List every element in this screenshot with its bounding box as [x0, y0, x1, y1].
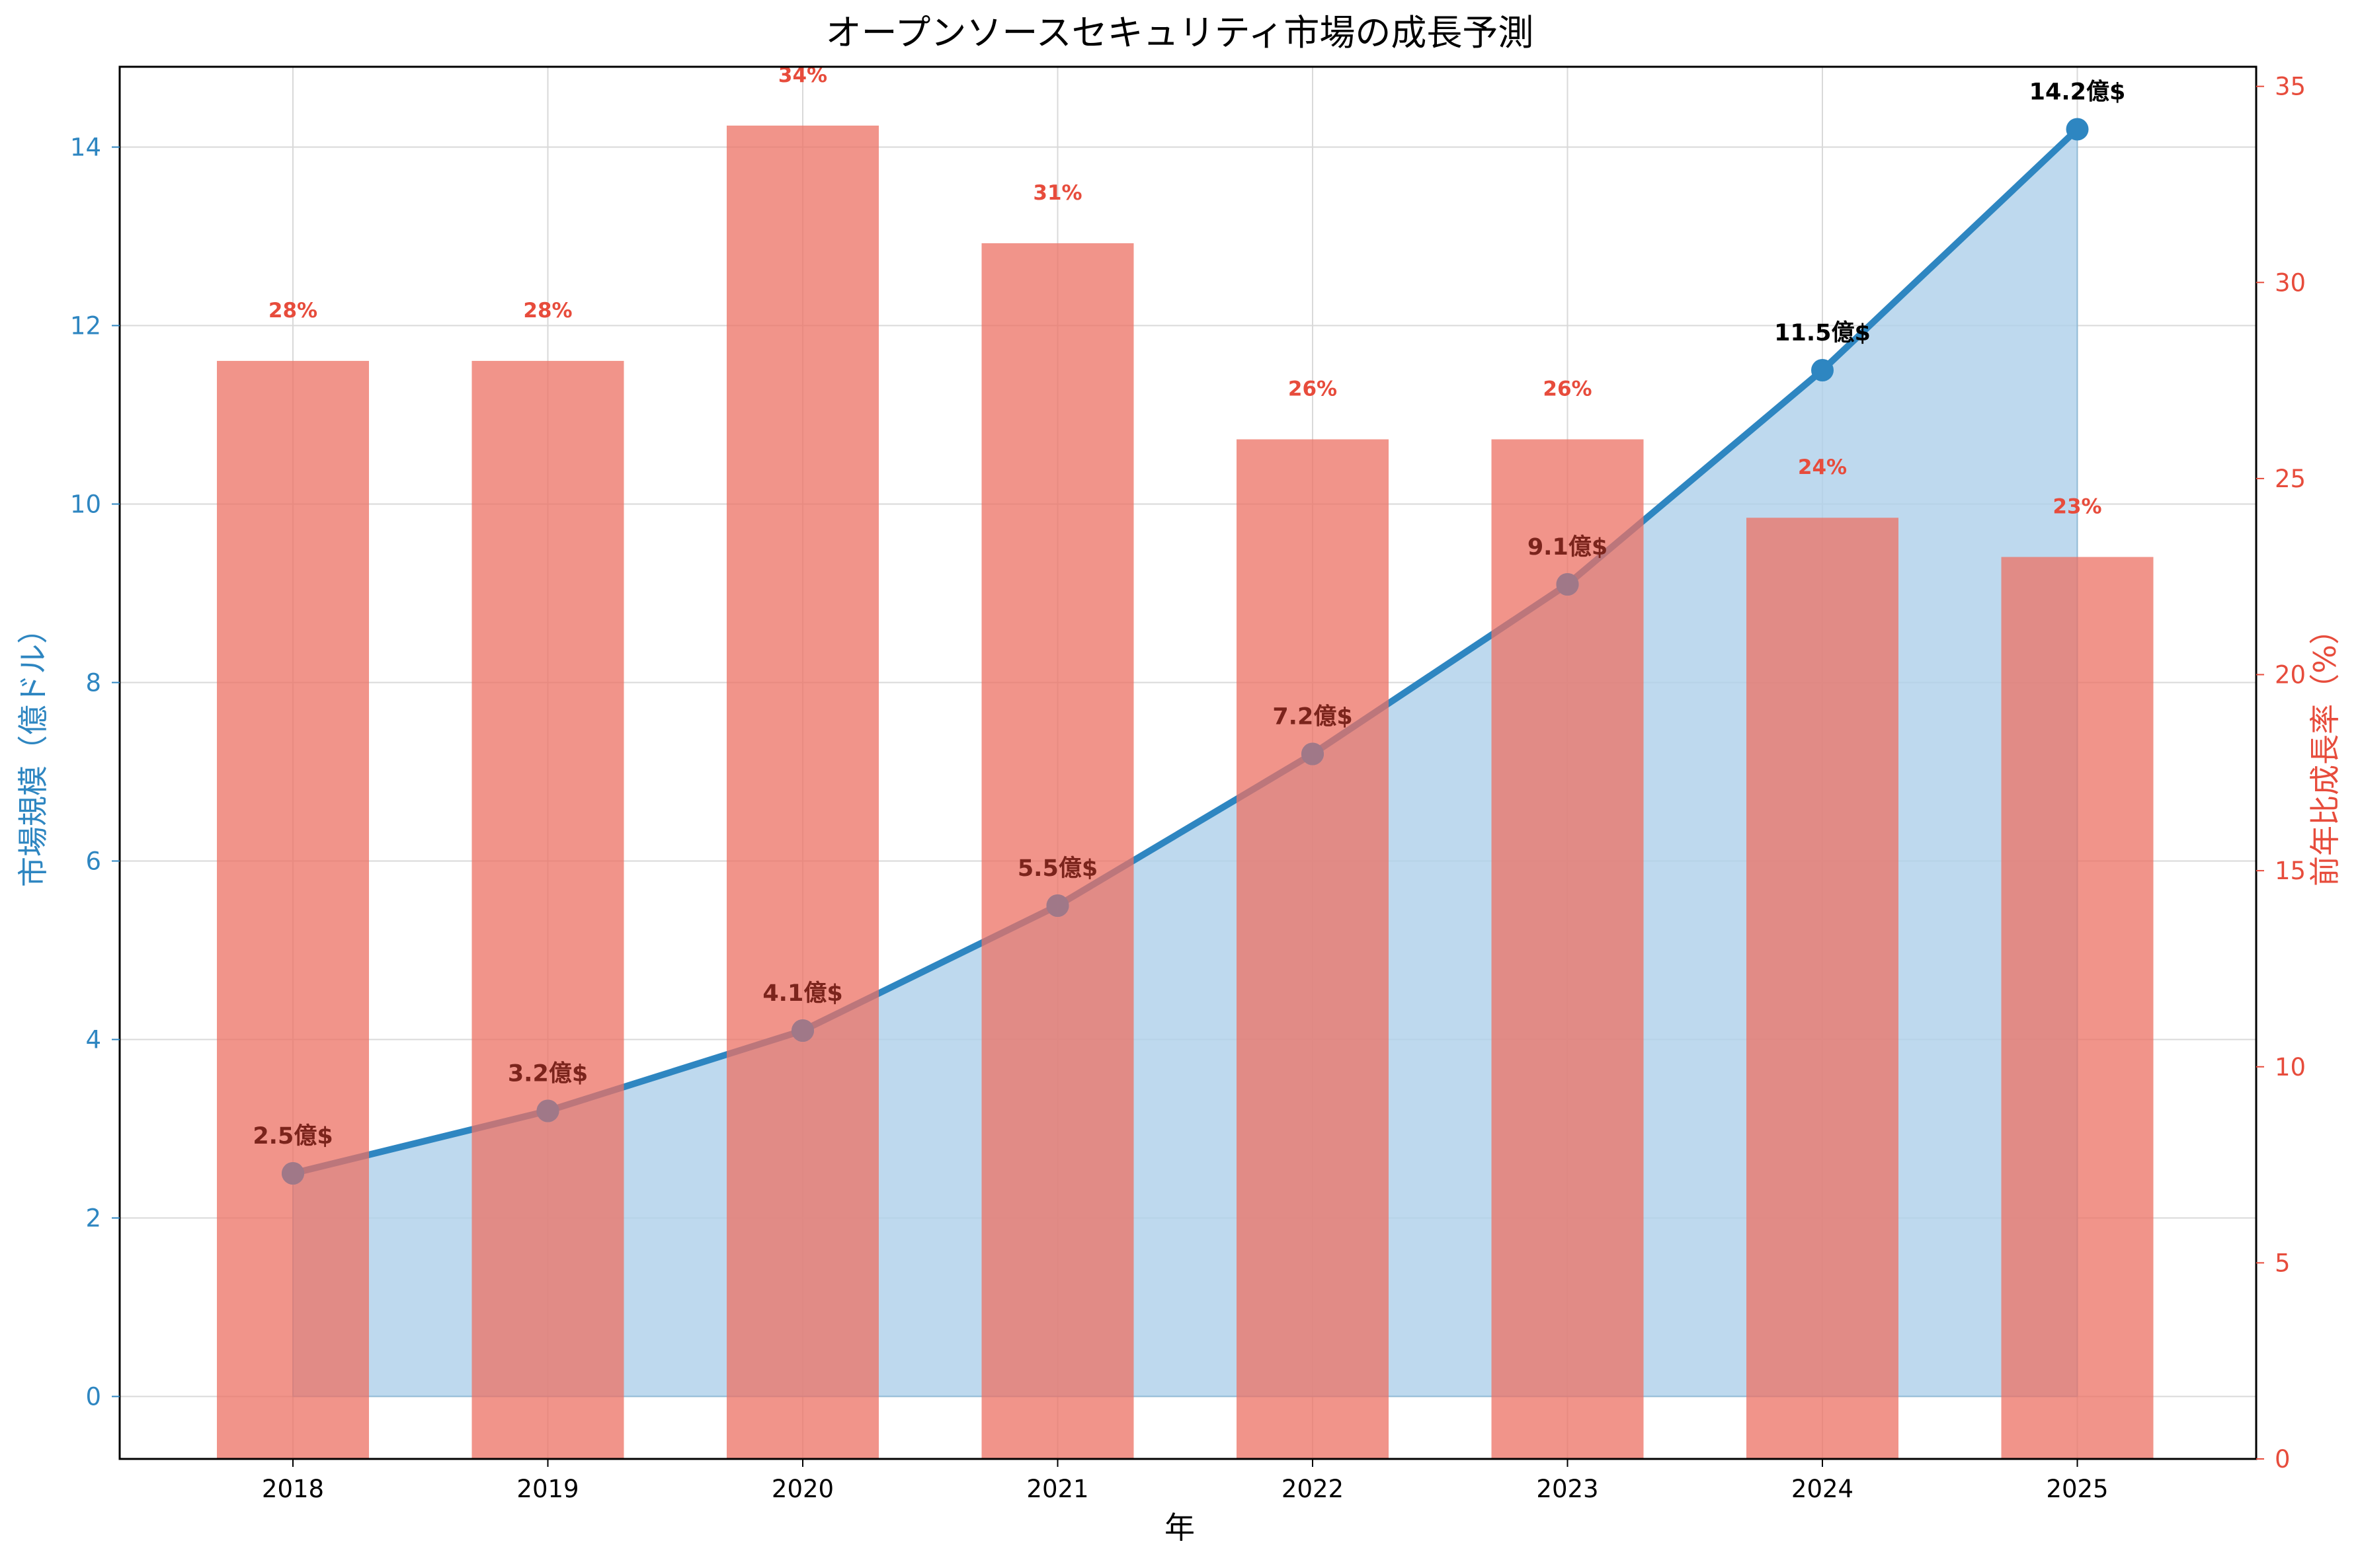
y-left-tick-label: 14 [70, 134, 101, 162]
y-left-tick-label: 12 [70, 312, 101, 340]
growth-rate-label: 24% [1798, 455, 1847, 479]
market-size-label: 4.1億$ [762, 980, 842, 1007]
y-right-tick-label: 10 [2275, 1053, 2306, 1081]
x-tick-label: 2021 [1026, 1475, 1088, 1503]
market-size-label: 3.2億$ [508, 1061, 588, 1087]
x-tick-label: 2025 [2046, 1475, 2108, 1503]
market-point-tint [792, 1019, 814, 1042]
market-point-tint [536, 1099, 559, 1122]
y-axis-right-title: 前年比成長率（%） [2307, 614, 2343, 886]
x-axis-title: 年 [1164, 1510, 1195, 1546]
y-right-tick-label: 25 [2275, 465, 2306, 493]
market-size-label: 11.5億$ [1774, 320, 1871, 346]
growth-bar-2018 [217, 360, 369, 1459]
y-right-tick-label: 30 [2275, 268, 2306, 297]
growth-bar-2022 [1237, 439, 1389, 1460]
market-point-2025 [2066, 118, 2089, 141]
market-size-label: 5.5億$ [1018, 855, 1098, 882]
market-point-tint [1556, 573, 1579, 596]
x-tick-label: 2023 [1536, 1475, 1598, 1503]
market-size-label: 7.2億$ [1272, 704, 1352, 730]
growth-rate-bars [217, 125, 2154, 1460]
market-point-tint [1301, 742, 1324, 765]
y-right-tick-label: 15 [2275, 857, 2306, 885]
growth-rate-label: 31% [1033, 181, 1082, 205]
axes: 2018 2019 2020 2021 2022 2023 2024 202502468101… [70, 73, 2306, 1503]
x-tick-label: 2018 [262, 1475, 324, 1503]
market-point-2024 [1811, 359, 1834, 381]
growth-rate-label: 23% [2053, 495, 2101, 519]
x-tick-label: 2022 [1282, 1475, 1344, 1503]
growth-rate-label: 26% [1288, 377, 1337, 401]
x-tick-label: 2024 [1791, 1475, 1853, 1503]
x-tick-label: 2020 [772, 1475, 834, 1503]
market-point-tint [1046, 894, 1069, 917]
y-left-tick-label: 6 [85, 847, 101, 876]
y-left-tick-label: 2 [85, 1204, 101, 1233]
growth-bar-2021 [981, 243, 1134, 1459]
y-left-tick-label: 4 [85, 1026, 101, 1054]
growth-rate-label: 28% [523, 299, 572, 323]
x-tick-label: 2019 [516, 1475, 579, 1503]
growth-bar-2020 [727, 125, 879, 1459]
y-left-tick-label: 8 [85, 669, 101, 697]
market-size-label: 9.1億$ [1527, 534, 1607, 561]
market-size-label: 14.2億$ [2029, 79, 2126, 106]
y-right-tick-label: 5 [2275, 1249, 2291, 1277]
growth-bar-2025 [2001, 557, 2154, 1459]
y-right-tick-label: 20 [2275, 661, 2306, 689]
market-size-label: 2.5億$ [253, 1123, 333, 1150]
data-labels: 28% 28%34%31%26% 26%24%23%2.5億$3.2億$4.1億$5… [253, 63, 2125, 1150]
y-left-tick-label: 10 [70, 490, 101, 519]
market-point-tint [282, 1162, 304, 1185]
y-right-tick-label: 35 [2275, 73, 2306, 101]
growth-rate-label: 26% [1543, 377, 1592, 401]
plot-frame [118, 65, 2258, 1460]
growth-bar-2024 [1746, 518, 1898, 1459]
growth-rate-label: 28% [268, 299, 317, 323]
growth-bar-2023 [1491, 439, 1644, 1460]
y-left-tick-label: 0 [85, 1383, 101, 1411]
y-right-tick-label: 0 [2275, 1445, 2291, 1473]
y-axis-left-title: 市場規模（億ドル） [15, 613, 51, 887]
market-size-points [282, 118, 2089, 1185]
growth-bar-2019 [471, 360, 624, 1459]
chart-title: オープンソースセキュリティ市場の成長予測 [826, 12, 1534, 54]
